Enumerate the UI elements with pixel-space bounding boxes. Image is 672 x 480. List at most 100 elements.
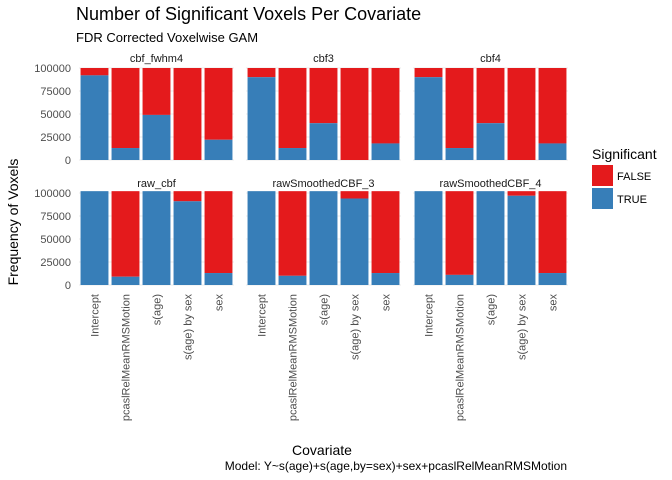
bar-false-pcaslrelmeanrmsmotion bbox=[111, 68, 140, 149]
bar-true-intercept bbox=[414, 77, 443, 160]
x-tick-label: s(age) by sex bbox=[350, 294, 362, 361]
chart-title: Number of Significant Voxels Per Covaria… bbox=[76, 4, 421, 24]
y-axis-title: Frequency of Voxels bbox=[5, 159, 21, 286]
bar-true-s-age-by-sex bbox=[507, 195, 536, 285]
facet-label: cbf3 bbox=[313, 53, 334, 65]
bar-true-s-age-by-sex bbox=[173, 201, 202, 285]
x-tick-label: Intercept bbox=[90, 294, 102, 337]
bar-true-sex bbox=[204, 273, 233, 285]
bar-false-sex bbox=[538, 68, 567, 144]
bar-false-pcaslrelmeanrmsmotion bbox=[445, 68, 474, 149]
chart-subtitle: FDR Corrected Voxelwise GAM bbox=[76, 30, 258, 45]
x-tick-label: pcaslRelMeanRMSMotion bbox=[288, 294, 300, 421]
bar-false-pcaslrelmeanrmsmotion bbox=[278, 191, 307, 276]
bar-false-pcaslrelmeanrmsmotion bbox=[445, 191, 474, 275]
bar-false-intercept bbox=[80, 68, 109, 76]
bar-false-s-age-by-sex bbox=[507, 191, 536, 196]
legend-label-true: TRUE bbox=[617, 194, 647, 206]
legend: FALSE TRUE bbox=[592, 165, 651, 209]
facet-label: rawSmoothedCBF_4 bbox=[439, 178, 541, 190]
bar-false-sex bbox=[371, 68, 400, 144]
bar-true-pcaslrelmeanrmsmotion bbox=[278, 148, 307, 160]
bar-true-s-age bbox=[142, 191, 171, 285]
y-tick-label: 0 bbox=[65, 280, 71, 292]
bar-true-sex bbox=[538, 273, 567, 285]
y-tick-label: 25000 bbox=[40, 132, 71, 144]
bar-false-s-age-by-sex bbox=[173, 68, 202, 160]
bar-true-pcaslrelmeanrmsmotion bbox=[111, 148, 140, 160]
y-tick-label: 0 bbox=[65, 155, 71, 167]
facet-label: cbf4 bbox=[480, 53, 501, 65]
x-tick-label: sex bbox=[214, 294, 226, 312]
bar-false-s-age-by-sex bbox=[173, 191, 202, 202]
facet-label: cbf_fwhm4 bbox=[130, 53, 183, 65]
chart-caption: Model: Y~s(age)+s(age,by=sex)+sex+pcaslR… bbox=[225, 459, 567, 473]
bar-true-sex bbox=[204, 139, 233, 160]
bar-true-sex bbox=[371, 273, 400, 285]
bar-true-s-age bbox=[309, 191, 338, 285]
y-tick-label: 75000 bbox=[40, 86, 71, 98]
bar-true-s-age bbox=[476, 191, 505, 285]
bar-false-sex bbox=[204, 68, 233, 140]
facet-panel-rawsmoothedcbf-3: rawSmoothedCBF_3 Intercept pcaslRelMeanRMS… bbox=[246, 178, 401, 421]
x-tick-label: pcaslRelMeanRMSMotion bbox=[455, 294, 467, 421]
legend-title: Significant bbox=[592, 146, 657, 162]
bar-false-pcaslrelmeanrmsmotion bbox=[278, 68, 307, 149]
y-tick-label: 50000 bbox=[40, 109, 71, 121]
bar-true-pcaslrelmeanrmsmotion bbox=[445, 148, 474, 160]
facet-panels: cbf_fwhm4 0 25000 50000 75000 100000 cbf3 cbf4 r… bbox=[34, 53, 568, 421]
bar-true-s-age bbox=[142, 114, 171, 160]
facet-panel-rawsmoothedcbf-4: rawSmoothedCBF_4 Intercept pcaslRelMeanRMS… bbox=[413, 178, 568, 421]
legend-swatch-false bbox=[592, 165, 613, 186]
y-tick-label: 75000 bbox=[40, 211, 71, 223]
x-tick-label: Intercept bbox=[257, 294, 269, 337]
bar-true-intercept bbox=[414, 191, 443, 285]
bar-false-s-age-by-sex bbox=[507, 68, 536, 160]
bar-false-pcaslrelmeanrmsmotion bbox=[111, 191, 140, 277]
bar-false-sex bbox=[371, 191, 400, 274]
bar-true-sex bbox=[538, 143, 567, 160]
facet-panel-raw-cbf: raw_cbf 0 25000 50000 75000 100000 Intercept pc… bbox=[34, 178, 234, 421]
y-tick-label: 100000 bbox=[34, 63, 71, 75]
facet-panel-cbf-fwhm4: cbf_fwhm4 0 25000 50000 75000 100000 bbox=[34, 53, 234, 167]
bar-false-s-age-by-sex bbox=[340, 68, 369, 160]
bar-false-intercept bbox=[414, 68, 443, 78]
bar-false-s-age-by-sex bbox=[340, 191, 369, 199]
x-tick-label: s(age) bbox=[486, 294, 498, 325]
bar-true-intercept bbox=[80, 191, 109, 285]
y-tick-label: 100000 bbox=[34, 188, 71, 200]
bar-true-pcaslrelmeanrmsmotion bbox=[111, 276, 140, 285]
x-tick-label: sex bbox=[381, 294, 393, 312]
x-axis-title: Covariate bbox=[292, 442, 352, 458]
bar-true-intercept bbox=[80, 75, 109, 160]
x-tick-label: s(age) by sex bbox=[517, 294, 529, 361]
facet-panel-cbf4: cbf4 bbox=[413, 53, 568, 161]
x-tick-label: s(age) bbox=[319, 294, 331, 325]
bar-true-pcaslrelmeanrmsmotion bbox=[278, 275, 307, 285]
x-tick-label: s(age) by sex bbox=[183, 294, 195, 361]
bar-true-s-age bbox=[476, 123, 505, 160]
bar-false-sex bbox=[204, 191, 233, 274]
y-tick-label: 25000 bbox=[40, 257, 71, 269]
bar-true-sex bbox=[371, 143, 400, 160]
facet-label: raw_cbf bbox=[137, 178, 176, 190]
x-tick-label: s(age) bbox=[152, 294, 164, 325]
x-tick-label: sex bbox=[548, 294, 560, 312]
bar-true-s-age-by-sex bbox=[340, 198, 369, 285]
x-tick-label: Intercept bbox=[424, 294, 436, 337]
x-tick-label: pcaslRelMeanRMSMotion bbox=[121, 294, 133, 421]
facet-label: rawSmoothedCBF_3 bbox=[272, 178, 374, 190]
bar-false-sex bbox=[538, 191, 567, 274]
legend-swatch-true bbox=[592, 188, 613, 209]
bar-true-intercept bbox=[247, 77, 276, 160]
legend-label-false: FALSE bbox=[617, 171, 651, 183]
bar-true-intercept bbox=[247, 191, 276, 285]
y-tick-label: 50000 bbox=[40, 234, 71, 246]
bar-false-s-age bbox=[476, 68, 505, 124]
bar-true-pcaslrelmeanrmsmotion bbox=[445, 274, 474, 285]
bar-true-s-age bbox=[309, 123, 338, 160]
facet-panel-cbf3: cbf3 bbox=[246, 53, 401, 161]
bar-false-intercept bbox=[247, 68, 276, 78]
